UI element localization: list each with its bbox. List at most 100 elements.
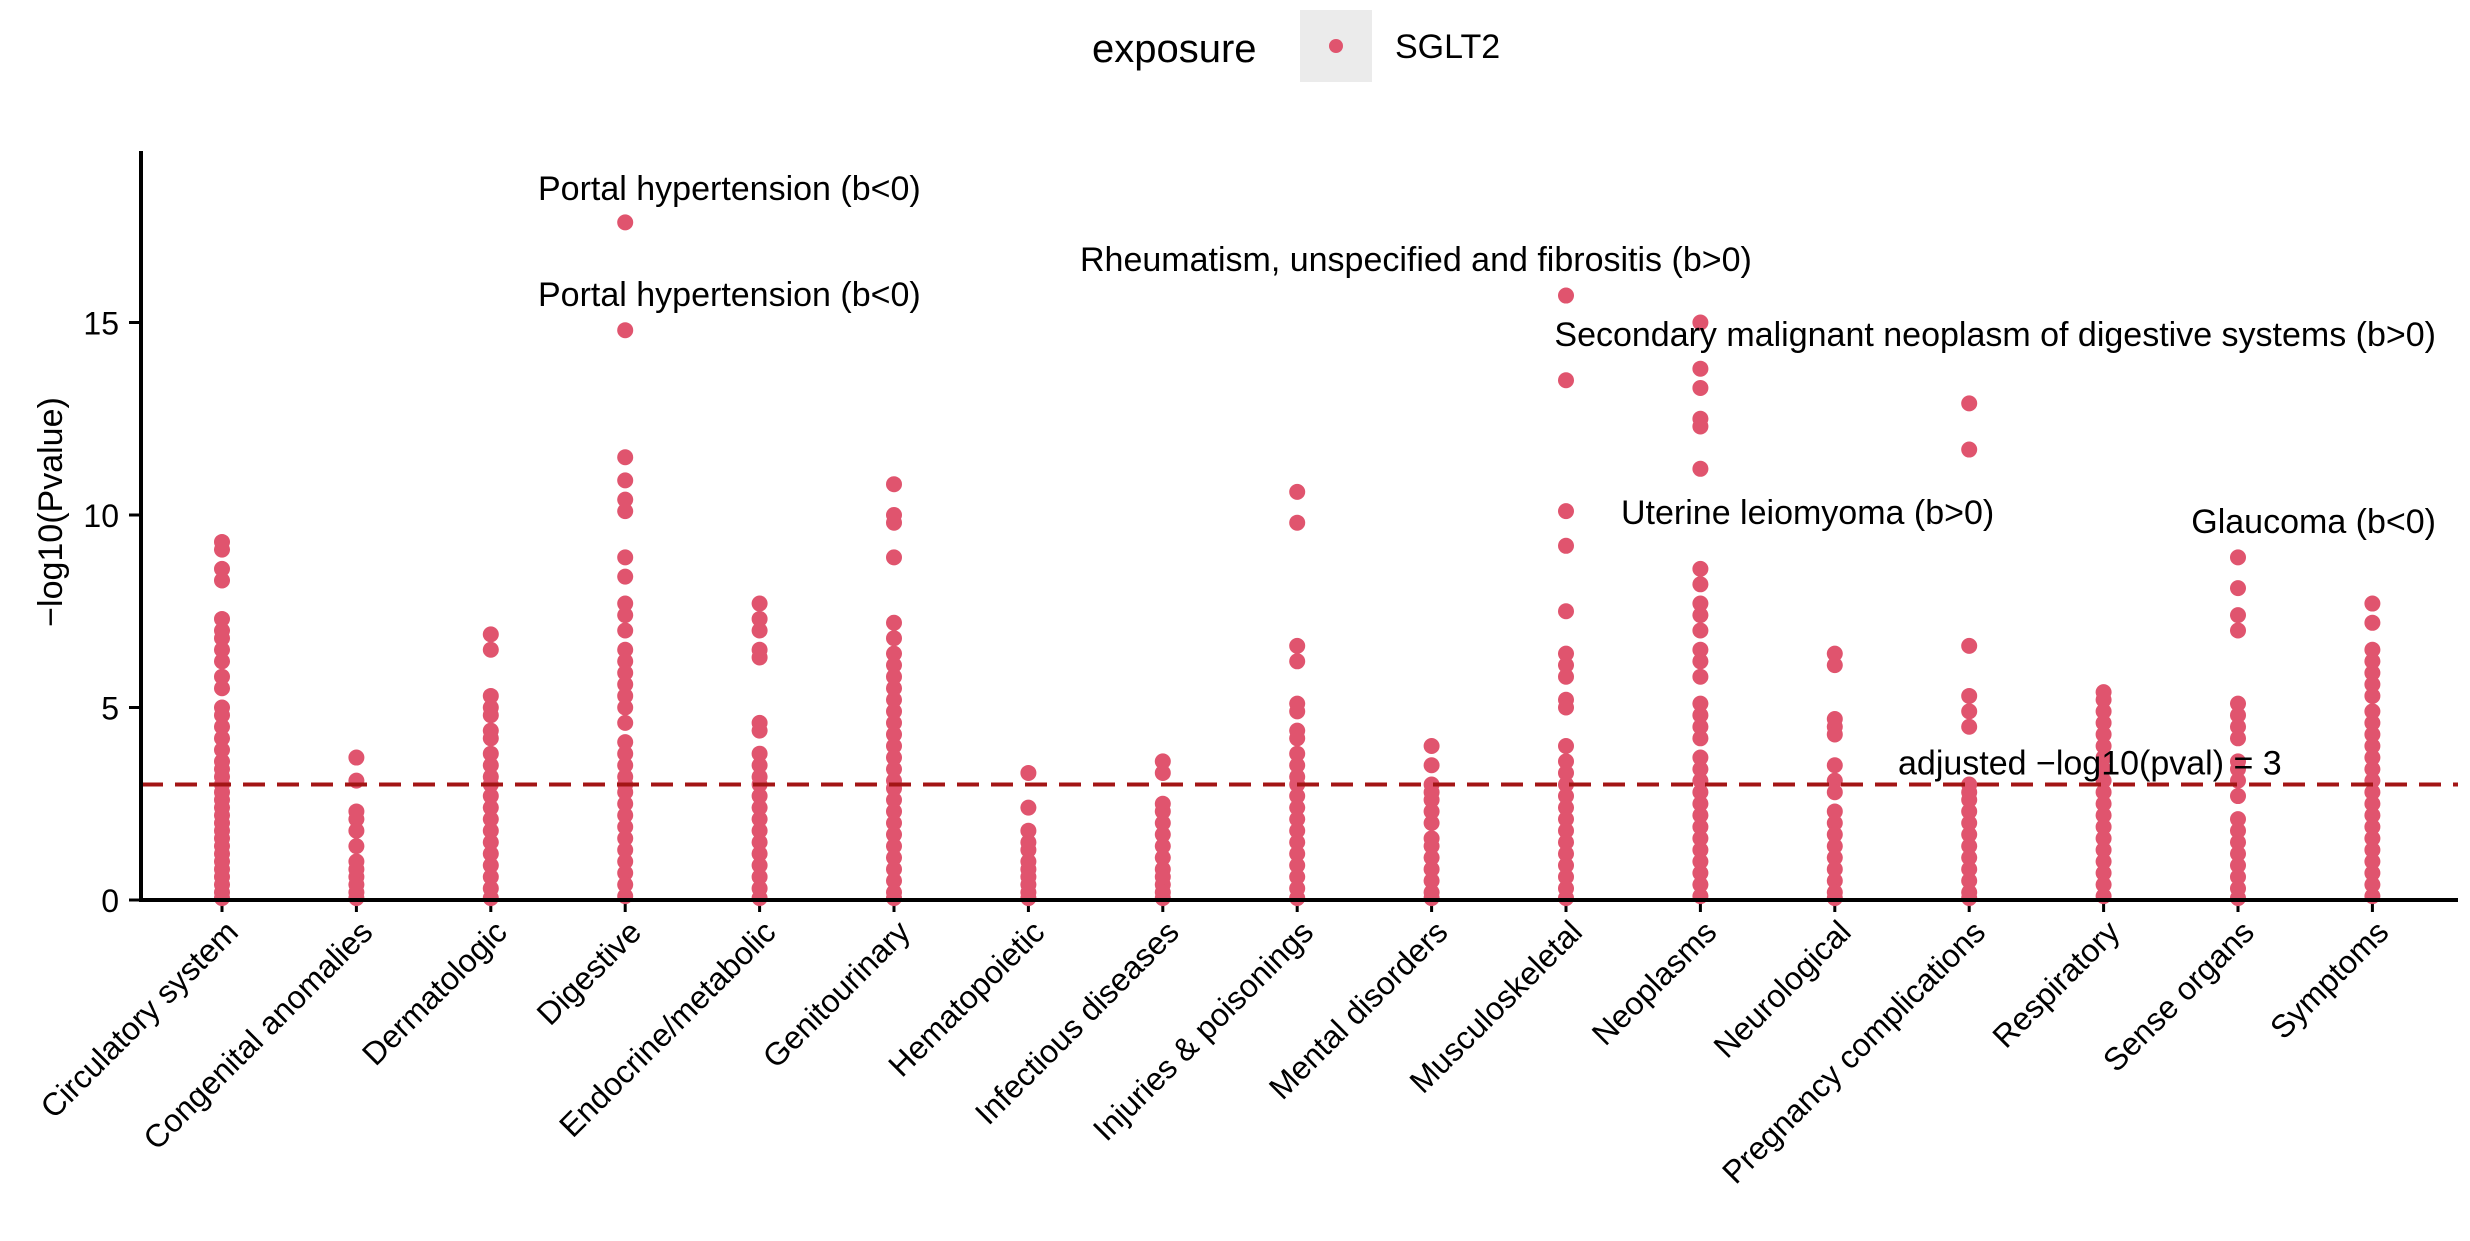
data-point bbox=[1692, 607, 1709, 624]
data-point bbox=[2364, 841, 2381, 858]
data-point bbox=[886, 703, 902, 720]
data-point bbox=[886, 549, 902, 566]
data-point bbox=[1558, 776, 1574, 793]
data-point bbox=[1289, 637, 1306, 654]
data-point bbox=[1961, 637, 1978, 654]
data-point bbox=[1558, 699, 1574, 716]
data-point bbox=[1961, 872, 1978, 889]
data-point bbox=[617, 568, 634, 585]
data-point bbox=[617, 876, 634, 893]
data-point bbox=[1154, 764, 1171, 781]
data-point bbox=[2095, 841, 2112, 858]
data-point bbox=[751, 610, 768, 627]
data-point bbox=[751, 868, 768, 885]
data-point bbox=[214, 653, 230, 670]
data-point bbox=[617, 641, 634, 658]
data-point bbox=[1289, 811, 1306, 828]
data-point bbox=[482, 626, 499, 643]
data-point bbox=[617, 214, 634, 231]
data-point bbox=[2095, 830, 2112, 847]
data-point bbox=[2095, 807, 2112, 824]
data-point bbox=[617, 734, 634, 751]
data-points bbox=[214, 214, 2381, 907]
data-point bbox=[1692, 641, 1709, 658]
legend-key-point bbox=[1329, 39, 1343, 53]
data-point bbox=[886, 657, 902, 674]
data-point bbox=[751, 811, 768, 828]
data-point bbox=[617, 784, 634, 801]
annotation-label: Portal hypertension (b<0) bbox=[538, 276, 921, 314]
data-point bbox=[214, 541, 230, 558]
data-point bbox=[886, 630, 902, 647]
data-point bbox=[1961, 838, 1978, 855]
data-point bbox=[2230, 761, 2246, 778]
data-point bbox=[751, 788, 768, 805]
x-tick-label: Digestive bbox=[530, 913, 649, 1032]
data-point bbox=[214, 560, 230, 577]
data-point bbox=[751, 649, 768, 666]
data-point bbox=[1692, 718, 1709, 735]
data-point bbox=[214, 707, 230, 724]
data-point bbox=[2095, 691, 2112, 708]
y-tick-label: 10 bbox=[83, 498, 119, 534]
data-point bbox=[2230, 822, 2246, 839]
data-point bbox=[1423, 738, 1440, 754]
data-point bbox=[2364, 653, 2381, 670]
data-point bbox=[482, 745, 499, 762]
data-point bbox=[482, 687, 499, 704]
data-point bbox=[1558, 834, 1574, 851]
data-point bbox=[214, 680, 230, 697]
data-point bbox=[751, 845, 768, 862]
data-point bbox=[1692, 379, 1709, 396]
data-point bbox=[2364, 749, 2381, 766]
data-point bbox=[1423, 872, 1440, 889]
data-point bbox=[348, 838, 365, 855]
data-point bbox=[2230, 811, 2246, 828]
data-point bbox=[617, 622, 634, 639]
data-point bbox=[2364, 830, 2381, 847]
data-point bbox=[886, 861, 902, 878]
data-point bbox=[482, 757, 499, 774]
data-point bbox=[1154, 753, 1171, 770]
data-point bbox=[1558, 822, 1574, 839]
data-point bbox=[886, 791, 902, 808]
data-point bbox=[214, 730, 230, 747]
data-point bbox=[1558, 845, 1574, 862]
data-point bbox=[2230, 580, 2246, 597]
data-point bbox=[2095, 853, 2112, 870]
data-point bbox=[1692, 695, 1709, 712]
data-point bbox=[617, 853, 634, 870]
data-point bbox=[1826, 815, 1843, 831]
data-point bbox=[1692, 418, 1709, 435]
data-point bbox=[886, 668, 902, 685]
data-point bbox=[617, 653, 634, 670]
data-point bbox=[1961, 395, 1978, 412]
data-point bbox=[1961, 687, 1978, 704]
x-tick-label: Pregnancy complications bbox=[1715, 913, 1992, 1190]
data-point bbox=[2364, 818, 2381, 835]
data-point bbox=[617, 491, 634, 508]
data-point bbox=[751, 745, 768, 762]
data-point bbox=[2230, 868, 2246, 885]
data-point bbox=[2095, 795, 2112, 812]
data-point bbox=[1692, 841, 1709, 858]
data-point bbox=[2364, 738, 2381, 754]
data-point bbox=[1020, 764, 1037, 781]
data-point bbox=[348, 811, 365, 828]
data-point bbox=[2230, 788, 2246, 805]
data-point bbox=[2364, 784, 2381, 801]
data-point bbox=[482, 857, 499, 874]
data-point bbox=[1558, 668, 1574, 685]
data-point bbox=[2095, 726, 2112, 743]
data-point bbox=[617, 795, 634, 812]
data-point bbox=[617, 449, 634, 466]
data-point bbox=[482, 788, 499, 805]
annotation-label: Secondary malignant neoplasm of digestiv… bbox=[1554, 316, 2436, 354]
data-point bbox=[1961, 861, 1978, 878]
data-point bbox=[1558, 603, 1574, 620]
data-point bbox=[751, 799, 768, 816]
data-point bbox=[1826, 784, 1843, 801]
data-point bbox=[2364, 703, 2381, 720]
data-point bbox=[2364, 865, 2381, 882]
